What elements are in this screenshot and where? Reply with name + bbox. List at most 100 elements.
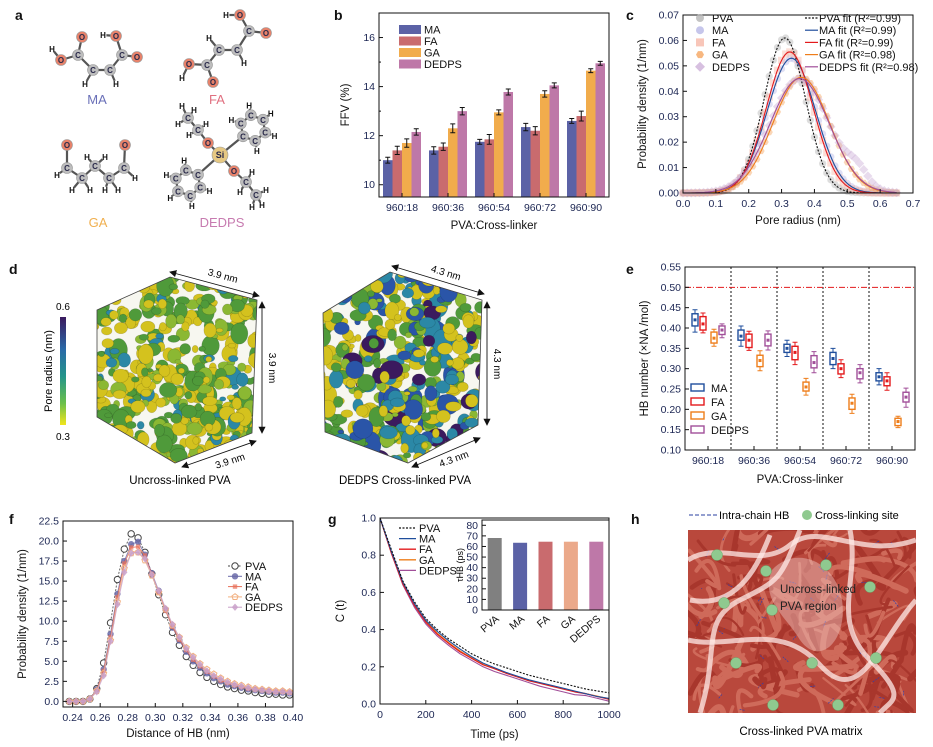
pore-blob bbox=[323, 441, 341, 456]
y-axis-label: Probability density (1/nm) bbox=[17, 549, 29, 679]
data-point-dedps bbox=[127, 549, 135, 557]
atom-h bbox=[262, 186, 270, 194]
polymer-chain bbox=[879, 565, 910, 606]
box-median bbox=[766, 338, 770, 342]
polymer-chain bbox=[729, 705, 735, 713]
atom-symbol: H bbox=[223, 11, 229, 20]
pore-blob bbox=[341, 343, 349, 352]
atom-o bbox=[131, 51, 143, 63]
polymer-chain bbox=[730, 558, 771, 566]
pore-blob bbox=[155, 333, 164, 340]
pore-blob bbox=[137, 431, 150, 448]
atom-c bbox=[213, 44, 225, 56]
legend-label: DEDPS bbox=[245, 602, 283, 614]
pore-blob bbox=[323, 272, 336, 287]
data-point-ma bbox=[134, 538, 142, 546]
crosslink-site bbox=[767, 699, 779, 711]
x-tick-label: 600 bbox=[509, 709, 527, 721]
bar-fa bbox=[530, 130, 540, 197]
crosslink-site bbox=[730, 657, 742, 669]
y-tick-label: 0.20 bbox=[661, 404, 682, 416]
pore-blob bbox=[390, 459, 401, 463]
pore-blob bbox=[379, 426, 398, 440]
atom-symbol: C bbox=[252, 137, 258, 146]
box-whisker bbox=[830, 347, 836, 370]
pore-blob bbox=[446, 359, 454, 367]
bar-ma bbox=[567, 120, 577, 197]
data-point-dedps bbox=[203, 667, 211, 675]
data-point-dedps bbox=[114, 600, 121, 609]
pore-blob bbox=[158, 364, 171, 378]
pore-blob bbox=[437, 342, 453, 355]
atom-c bbox=[182, 112, 194, 124]
hb-dash bbox=[759, 655, 765, 660]
polymer-chain bbox=[735, 688, 754, 713]
pore-blob bbox=[170, 373, 184, 386]
box-median bbox=[839, 367, 843, 371]
legend-label: FA bbox=[419, 544, 433, 556]
pore-blob bbox=[323, 277, 339, 289]
polymer-chain bbox=[749, 530, 769, 546]
box-median bbox=[793, 350, 797, 354]
atom-symbol: H bbox=[206, 34, 212, 43]
atom-c bbox=[231, 44, 243, 56]
y-tick-label: 0.8 bbox=[361, 550, 376, 562]
pore-blob bbox=[139, 454, 153, 463]
atom-h bbox=[178, 102, 186, 110]
polymer-chain bbox=[712, 637, 745, 690]
error-bar bbox=[532, 126, 538, 136]
polymer-chain bbox=[732, 573, 747, 615]
y-tick-label: 0.0 bbox=[361, 699, 376, 711]
atom-o bbox=[183, 58, 195, 70]
pore-blob bbox=[184, 391, 193, 400]
legend-fit-label: GA fit (R²=0.98) bbox=[819, 50, 896, 62]
pore-blob bbox=[404, 331, 413, 339]
pore-blob bbox=[466, 272, 481, 282]
atom-symbol: H bbox=[102, 153, 108, 162]
atom-symbol: O bbox=[122, 141, 128, 150]
pore-blob bbox=[332, 285, 345, 300]
colorbar-label: Pore radius (nm) bbox=[43, 330, 55, 412]
region-label: Uncross-linked bbox=[780, 584, 856, 596]
pore-blob bbox=[188, 277, 204, 279]
legend-swatch bbox=[399, 48, 421, 57]
polymer-chain bbox=[707, 704, 727, 713]
pore-blob bbox=[467, 444, 478, 454]
polymer-chain bbox=[774, 598, 802, 612]
atom-symbol: H bbox=[237, 188, 243, 197]
atom-symbol: C bbox=[79, 174, 85, 183]
box-whisker bbox=[792, 341, 798, 366]
atom-symbol: C bbox=[243, 178, 249, 187]
box-whisker bbox=[757, 350, 763, 372]
pore-blob bbox=[407, 385, 418, 393]
atom-c bbox=[240, 176, 252, 188]
pore-blob bbox=[140, 320, 156, 333]
error-bar bbox=[597, 60, 603, 66]
bar-dedps bbox=[503, 91, 513, 197]
pore-blob bbox=[109, 279, 124, 294]
data-point-dedps bbox=[169, 620, 176, 629]
crosslink-site bbox=[820, 559, 832, 571]
polymer-chain bbox=[890, 709, 893, 713]
pore-blob bbox=[222, 439, 238, 456]
atom-symbol: H bbox=[84, 153, 90, 162]
pore-blob bbox=[136, 421, 145, 430]
data-point-dedps bbox=[231, 603, 239, 611]
data-point-pva bbox=[802, 98, 810, 106]
box-whisker bbox=[803, 377, 809, 396]
pore-blob bbox=[332, 433, 351, 447]
y-tick-label: 0.40 bbox=[661, 323, 682, 335]
panel-label-f: f bbox=[9, 511, 14, 527]
pore-blob bbox=[203, 322, 217, 338]
data-point-dedps bbox=[855, 158, 865, 169]
atom-c bbox=[259, 126, 271, 139]
box-median bbox=[701, 322, 705, 326]
y-tick-label: 0.15 bbox=[661, 424, 682, 436]
polymer-chain bbox=[667, 603, 682, 618]
bar-dedps bbox=[595, 63, 605, 197]
polymer-chain bbox=[694, 558, 722, 591]
panel-e-hb-number-box-chart: 0.10 0.15 0.20 0.25 0.30 0.35 0.40 0.45 0.50 0.55… bbox=[639, 262, 916, 486]
pore-blob bbox=[471, 452, 482, 463]
